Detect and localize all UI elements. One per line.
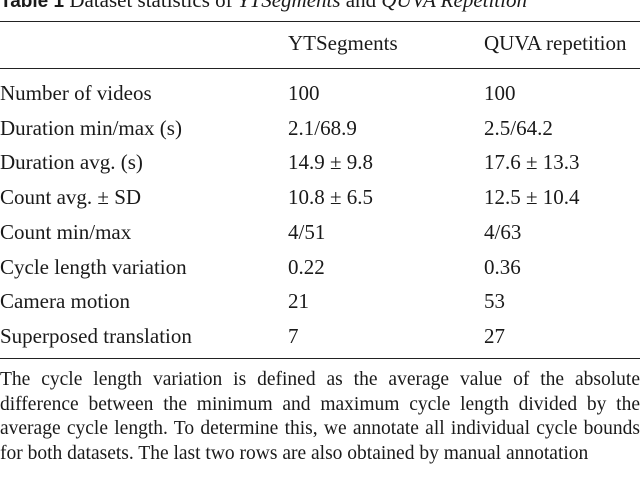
row-label: Cycle length variation (0, 255, 187, 279)
ytsegments-value: 100 (288, 81, 320, 105)
ytsegments-value: 10.8 ± 6.5 (288, 185, 374, 209)
table-row: Count avg. ± SD 10.8 ± 6.5 12.5 ± 10.4 (0, 185, 640, 220)
table-row: Duration avg. (s) 14.9 ± 9.8 17.6 ± 13.3 (0, 150, 640, 185)
row-label: Count avg. ± SD (0, 185, 142, 209)
table-row: Count min/max 4/51 4/63 (0, 220, 640, 255)
bottom-rule (0, 358, 640, 359)
ytsegments-value: 14.9 ± 9.8 (288, 150, 374, 174)
ytsegments-value: 0.22 (288, 255, 325, 279)
table-row: Number of videos 100 100 (0, 81, 640, 116)
top-rule (0, 21, 640, 22)
caption-text-before: Dataset statistics of (69, 0, 238, 12)
quva-value: 27 (484, 324, 505, 348)
row-label: Camera motion (0, 289, 131, 313)
row-label: Duration min/max (s) (0, 116, 182, 140)
table-row: Cycle length variation 0.22 0.36 (0, 255, 640, 290)
header-cell-ytsegments: YTSegments (288, 31, 398, 55)
caption-dataset-a: YTSegments (237, 0, 341, 12)
header-cell-quva: QUVA repetition (484, 31, 627, 55)
quva-value: 17.6 ± 13.3 (484, 150, 580, 174)
row-label: Duration avg. (s) (0, 150, 143, 174)
caption-dataset-b: QUVA Repetition (381, 0, 527, 12)
table-label: Table 1 (0, 0, 65, 12)
row-label: Count min/max (0, 220, 132, 244)
quva-value: 4/63 (484, 220, 522, 244)
header-rule (0, 68, 640, 69)
ytsegments-value: 4/51 (288, 220, 326, 244)
table-row: Duration min/max (s) 2.1/68.9 2.5/64.2 (0, 116, 640, 151)
row-label: Superposed translation (0, 324, 192, 348)
table-row: Camera motion 21 53 (0, 289, 640, 324)
quva-value: 53 (484, 289, 505, 313)
row-label: Number of videos (0, 81, 152, 105)
quva-value: 100 (484, 81, 516, 105)
quva-value: 2.5/64.2 (484, 116, 553, 140)
caption-text-middle: and (340, 0, 382, 12)
ytsegments-value: 7 (288, 324, 299, 348)
quva-value: 0.36 (484, 255, 521, 279)
table-footnote: The cycle length variation is defined as… (0, 369, 640, 464)
ytsegments-value: 2.1/68.9 (288, 116, 357, 140)
quva-value: 12.5 ± 10.4 (484, 185, 580, 209)
table-row: Superposed translation 7 27 (0, 324, 640, 359)
ytsegments-value: 21 (288, 289, 309, 313)
table-caption: Table 1 Dataset statistics of YTSegments… (0, 0, 527, 14)
